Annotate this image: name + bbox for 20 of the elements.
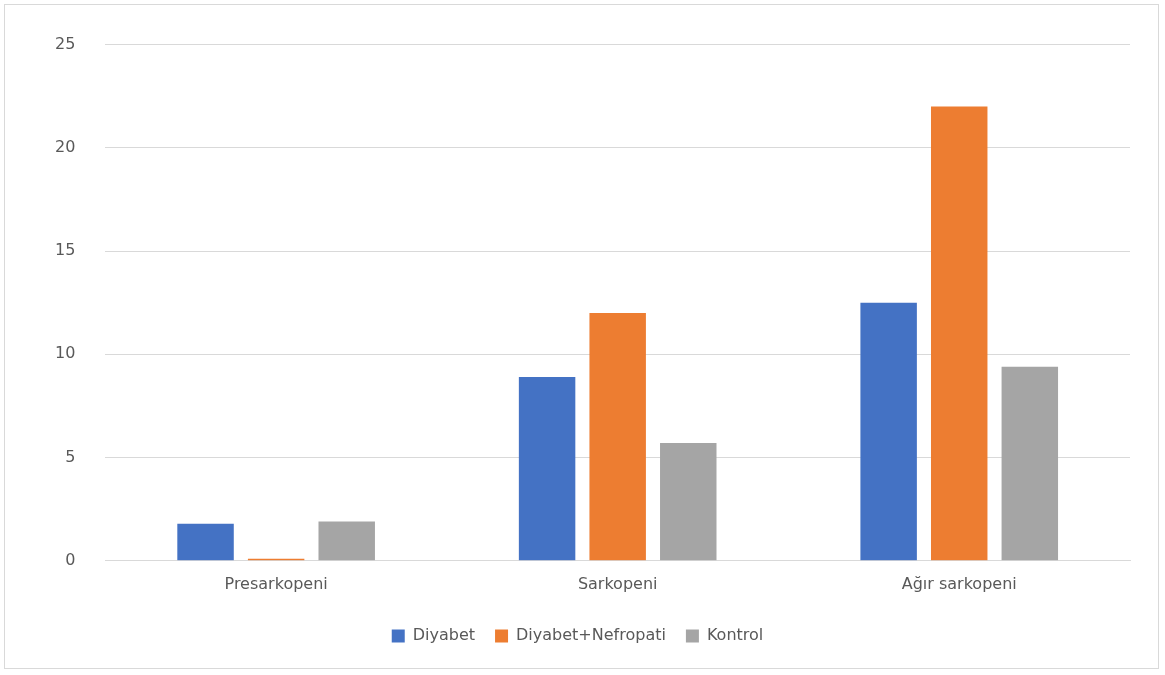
bar: [518, 377, 576, 561]
y-tick-label: 5: [65, 446, 76, 466]
bar: [660, 443, 717, 561]
y-tick-label: 0: [65, 549, 76, 569]
x-tick-label: Sarkopeni: [577, 573, 658, 593]
legend-label: Diyabet+Nefropati: [516, 625, 666, 645]
y-tick-label: 25: [55, 33, 76, 53]
bar: [1001, 366, 1059, 561]
bar: [930, 106, 988, 561]
bar: [860, 302, 917, 561]
x-tick-label: Ağır sarkopeni: [901, 573, 1017, 593]
y-tick-label: 10: [55, 343, 76, 363]
legend-label: Kontrol: [706, 625, 764, 645]
legend-label: Diyabet: [412, 625, 476, 645]
bar: [318, 521, 375, 561]
y-tick-label: 20: [55, 137, 76, 156]
bar: [177, 523, 234, 561]
y-tick-label: 15: [55, 240, 76, 260]
bar: [589, 313, 646, 561]
x-tick-label: Presarkopeni: [224, 573, 328, 593]
